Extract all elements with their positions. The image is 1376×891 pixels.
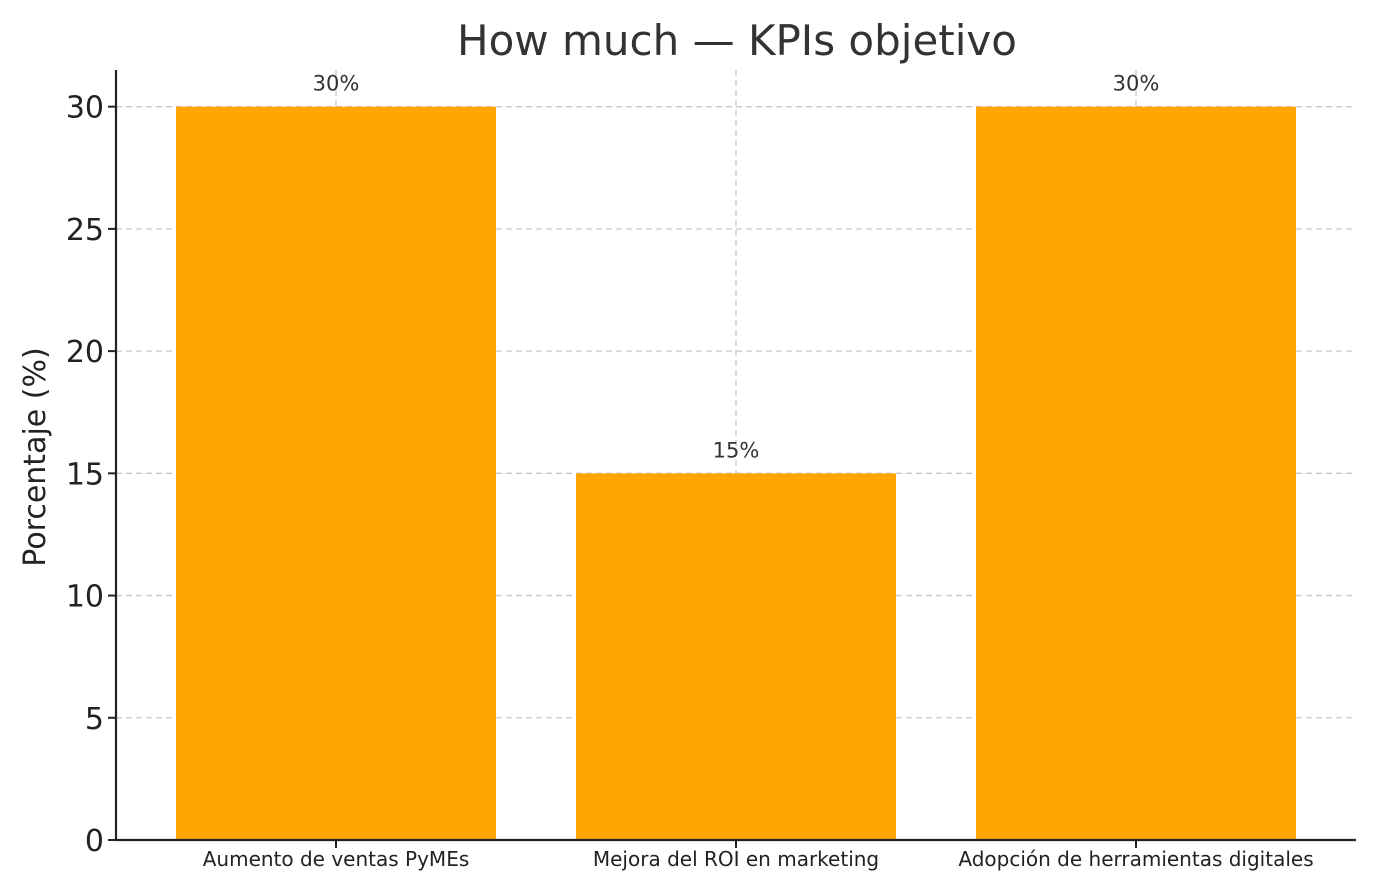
bar-value-label: 30%	[313, 72, 360, 96]
axes	[108, 70, 1356, 848]
bar	[176, 106, 496, 840]
y-tick-label: 0	[85, 824, 104, 859]
y-tick-label: 25	[66, 213, 104, 248]
bar	[576, 473, 896, 840]
x-tick-label: Adopción de herramientas digitales	[958, 847, 1313, 871]
bar	[976, 106, 1296, 840]
y-tick-label: 15	[66, 457, 104, 492]
y-tick-label: 5	[85, 702, 104, 737]
y-axis-label: Porcentaje (%)	[18, 347, 53, 566]
y-tick-label: 30	[66, 91, 104, 126]
x-tick-label: Mejora del ROI en marketing	[593, 847, 879, 871]
y-tick-label: 20	[66, 335, 104, 370]
bar-value-label: 30%	[1113, 72, 1160, 96]
bar-value-label: 15%	[713, 438, 760, 462]
x-tick-label: Aumento de ventas PyMEs	[203, 847, 470, 871]
tick-labels: 0 5 10 15 20 25 30 30% Aumento de ventas PyMEs 15…	[66, 72, 1314, 871]
chart-title: How much — KPIs objetivo	[457, 16, 1017, 65]
y-tick-label: 10	[66, 580, 104, 615]
bars	[176, 106, 1296, 840]
